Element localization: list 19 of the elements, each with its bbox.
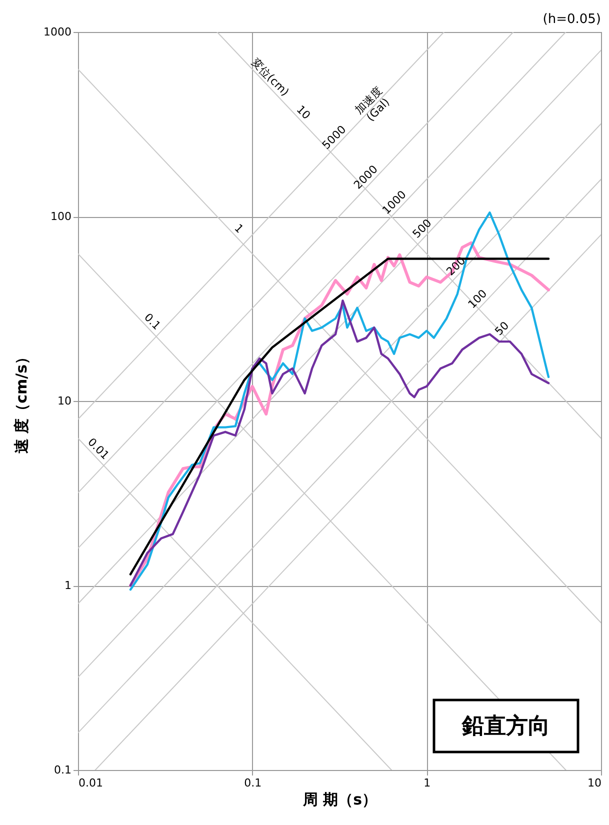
y-tick-label: 1 [64, 579, 72, 592]
y-tick-label: 100 [50, 210, 72, 223]
annotation: 10 [294, 102, 313, 122]
x-axis-title: 周 期（s） [302, 790, 378, 808]
annotation: 50 [492, 319, 512, 338]
annotation: 0.1 [142, 310, 164, 332]
annotation: 100 [466, 287, 490, 312]
y-tick-label: 0.1 [54, 764, 72, 776]
x-tick-label: 0.1 [244, 776, 262, 790]
text: (h=0.05) [542, 12, 601, 27]
y-tick-label: 1000 [44, 26, 72, 38]
annotation: 500 [410, 216, 434, 241]
x-tick-label: 10 [588, 776, 602, 790]
annotation: 1 [232, 222, 246, 236]
y-axis-title: 速 度（cm/s） [12, 349, 31, 454]
x-tick-label: 1 [424, 776, 431, 790]
x-tick-label: 0.01 [78, 776, 103, 790]
annotation: 鉛直方向 [461, 713, 550, 739]
y-tick-label: 10 [58, 394, 72, 408]
